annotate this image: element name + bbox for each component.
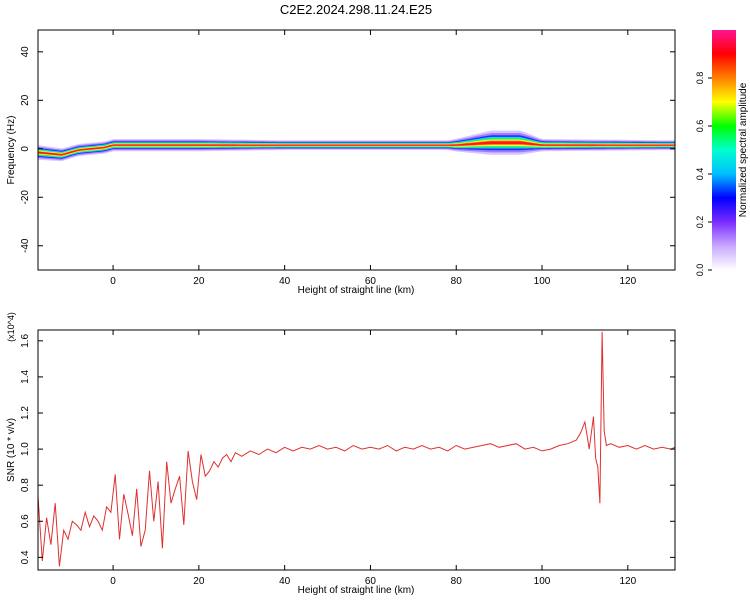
spectrogram-band xyxy=(38,130,675,162)
y-tick-label: 1.0 xyxy=(20,442,31,456)
snr-panel: 0 20 40 60 80 100 120 0.4 0.6 0.8 1.0 1.2 1.4 1.6 He… xyxy=(6,312,676,596)
x-tick-label: 40 xyxy=(279,276,291,287)
y-tick-label: 1.6 xyxy=(20,333,31,347)
band-layer-orange xyxy=(38,140,675,156)
snr-frame xyxy=(37,329,676,571)
figure-title: C2E2.2024.298.11.24.E25 xyxy=(280,2,432,17)
colorbar-scale xyxy=(712,30,736,270)
x-tick-label: 0 xyxy=(110,576,116,587)
y-tick-label: 0.8 xyxy=(20,478,31,492)
spectrogram-frame xyxy=(37,29,676,271)
y-tick-label: 40 xyxy=(20,46,31,58)
x-tick-label: 60 xyxy=(365,576,377,587)
y-tick-label: 0.4 xyxy=(20,550,31,564)
x-tick-label: 120 xyxy=(619,576,636,587)
colorbar-tick-label: 0.6 xyxy=(695,120,705,133)
y-tick-label: 20 xyxy=(20,94,31,106)
y-tick-label: -20 xyxy=(20,190,31,205)
y-tick-label: 1.2 xyxy=(20,406,31,420)
snr-y-ticks: 0.4 0.6 0.8 1.0 1.2 1.4 1.6 xyxy=(20,333,675,564)
x-tick-label: 60 xyxy=(365,276,377,287)
snr-y-multiplier: (x10^4) xyxy=(6,312,16,342)
snr-x-label: Height of straight line (km) xyxy=(298,585,415,596)
y-tick-label: 0 xyxy=(20,146,31,152)
band-layer-red xyxy=(38,141,675,156)
y-tick-label: 1.4 xyxy=(20,370,31,384)
colorbar-tick-label: 0.0 xyxy=(695,264,705,277)
snr-series xyxy=(38,331,675,567)
colorbar-ticks: 0.0 0.2 0.4 0.6 0.8 xyxy=(695,72,712,277)
x-tick-label: 20 xyxy=(193,276,205,287)
x-tick-label: 100 xyxy=(534,276,551,287)
colorbar: 0.0 0.2 0.4 0.6 0.8 Normalized spectral ampl… xyxy=(695,30,749,276)
spectrogram-y-ticks: -40 -20 0 20 40 xyxy=(20,46,675,253)
snr-x-ticks: 0 20 40 60 80 100 120 xyxy=(110,330,637,587)
x-tick-label: 100 xyxy=(534,576,551,587)
spectrogram-x-label: Height of straight line (km) xyxy=(298,285,415,296)
x-tick-label: 80 xyxy=(451,276,463,287)
colorbar-tick-label: 0.4 xyxy=(695,168,705,181)
colorbar-label: Normalized spectral amplitude xyxy=(738,82,749,217)
x-tick-label: 120 xyxy=(619,276,636,287)
x-tick-label: 80 xyxy=(451,576,463,587)
snr-y-label: SNR (10 * v/v) xyxy=(6,418,17,482)
colorbar-tick-label: 0.8 xyxy=(695,72,705,85)
y-tick-label: 0.6 xyxy=(20,514,31,528)
x-tick-label: 0 xyxy=(110,276,116,287)
colorbar-tick-label: 0.2 xyxy=(695,216,705,229)
snr-line xyxy=(38,331,675,567)
x-tick-label: 40 xyxy=(279,576,291,587)
spectrogram-panel: 0 20 40 60 80 100 120 -40 -20 0 20 40 Height of st… xyxy=(6,29,676,296)
spectrogram-x-ticks: 0 20 40 60 80 100 120 xyxy=(110,30,637,287)
spectrogram-y-label: Frequency (Hz) xyxy=(6,116,17,185)
x-tick-label: 20 xyxy=(193,576,205,587)
y-tick-label: -40 xyxy=(20,238,31,253)
